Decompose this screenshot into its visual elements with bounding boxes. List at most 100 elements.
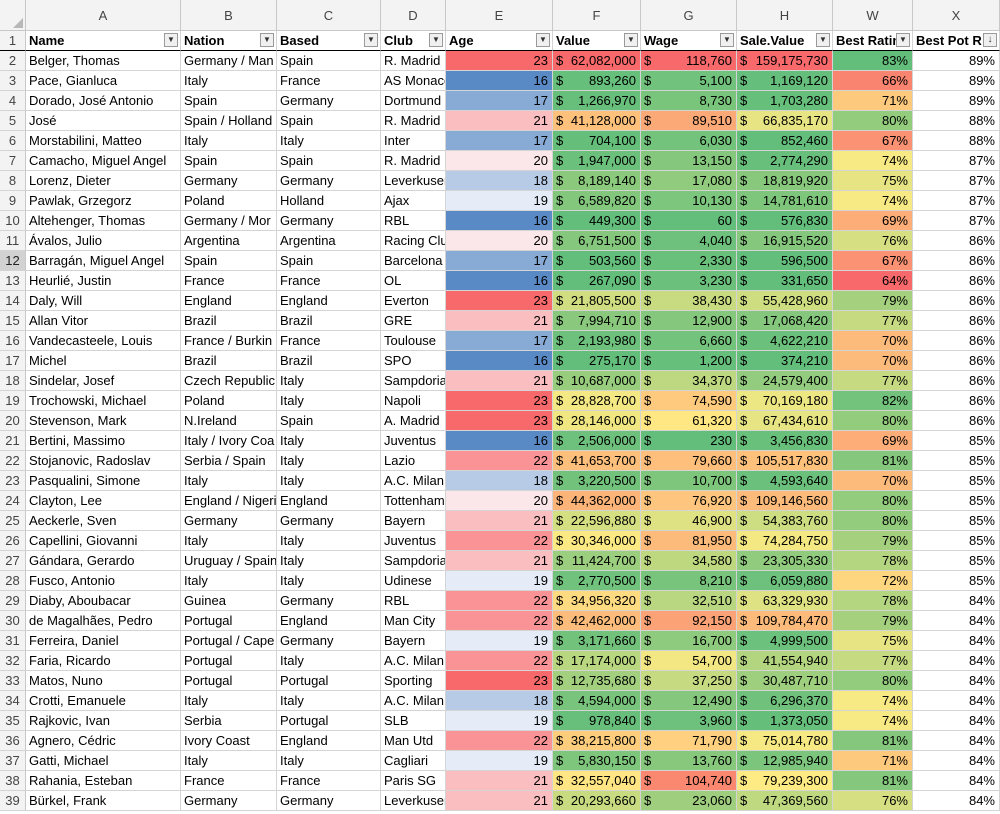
row-header[interactable]: 34 [0,691,26,711]
cell-sale[interactable]: $3,456,830 [737,431,833,451]
cell-br[interactable]: 79% [833,611,913,631]
row-header[interactable]: 18 [0,371,26,391]
row-header[interactable]: 17 [0,351,26,371]
cell-value[interactable]: $704,100 [553,131,641,151]
cell-based[interactable]: Holland [277,191,381,211]
row-header[interactable]: 20 [0,411,26,431]
cell-wage[interactable]: $76,920 [641,491,737,511]
cell-br[interactable]: 83% [833,51,913,71]
cell-sale[interactable]: $374,210 [737,351,833,371]
cell-wage[interactable]: $23,060 [641,791,737,811]
cell-based[interactable]: Italy [277,571,381,591]
cell-based[interactable]: Italy [277,651,381,671]
cell-wage[interactable]: $17,080 [641,171,737,191]
cell-sale[interactable]: $79,239,300 [737,771,833,791]
cell-sale[interactable]: $1,373,050 [737,711,833,731]
cell-based[interactable]: England [277,731,381,751]
cell-bp[interactable]: 84% [913,651,1000,671]
cell-wage[interactable]: $10,700 [641,471,737,491]
column-header-E[interactable]: E [446,0,553,31]
cell-wage[interactable]: $12,490 [641,691,737,711]
cell-wage[interactable]: $13,150 [641,151,737,171]
cell-nation[interactable]: Italy [181,471,277,491]
cell-based[interactable]: Germany [277,171,381,191]
cell-based[interactable]: Spain [277,51,381,71]
cell-club[interactable]: Juventus [381,431,446,451]
cell-sale[interactable]: $66,835,170 [737,111,833,131]
cell-age[interactable]: 19 [446,571,553,591]
row-header[interactable]: 8 [0,171,26,191]
cell-br[interactable]: 75% [833,171,913,191]
cell-nation[interactable]: Brazil [181,351,277,371]
cell-br[interactable]: 74% [833,151,913,171]
column-header-C[interactable]: C [277,0,381,31]
row-header[interactable]: 25 [0,511,26,531]
cell-bp[interactable]: 85% [913,451,1000,471]
cell-nation[interactable]: Serbia [181,711,277,731]
cell-br[interactable]: 74% [833,711,913,731]
cell-nation[interactable]: Argentina [181,231,277,251]
cell-br[interactable]: 66% [833,71,913,91]
row-header[interactable]: 39 [0,791,26,811]
cell-name[interactable]: Stojanovic, Radoslav [26,451,181,471]
cell-age[interactable]: 16 [446,271,553,291]
cell-br[interactable]: 70% [833,471,913,491]
cell-sale[interactable]: $17,068,420 [737,311,833,331]
cell-wage[interactable]: $3,960 [641,711,737,731]
row-header[interactable]: 16 [0,331,26,351]
cell-age[interactable]: 22 [446,591,553,611]
cell-name[interactable]: Heurlié, Justin [26,271,181,291]
cell-wage[interactable]: $8,210 [641,571,737,591]
cell-based[interactable]: Argentina [277,231,381,251]
cell-age[interactable]: 20 [446,491,553,511]
cell-sale[interactable]: $18,819,920 [737,171,833,191]
cell-based[interactable]: France [277,271,381,291]
cell-name[interactable]: Lorenz, Dieter [26,171,181,191]
cell-value[interactable]: $8,189,140 [553,171,641,191]
cell-bp[interactable]: 84% [913,611,1000,631]
cell-br[interactable]: 81% [833,451,913,471]
cell-bp[interactable]: 84% [913,791,1000,811]
cell-based[interactable]: Italy [277,431,381,451]
cell-value[interactable]: $6,751,500 [553,231,641,251]
cell-sale[interactable]: $4,999,500 [737,631,833,651]
cell-nation[interactable]: France [181,771,277,791]
cell-age[interactable]: 21 [446,371,553,391]
cell-br[interactable]: 79% [833,291,913,311]
cell-sale[interactable]: $67,434,610 [737,411,833,431]
cell-bp[interactable]: 89% [913,51,1000,71]
cell-sale[interactable]: $1,169,120 [737,71,833,91]
cell-wage[interactable]: $230 [641,431,737,451]
cell-sale[interactable]: $331,650 [737,271,833,291]
cell-nation[interactable]: Serbia / Spain [181,451,277,471]
row-header[interactable]: 21 [0,431,26,451]
cell-value[interactable]: $503,560 [553,251,641,271]
cell-club[interactable]: Ajax [381,191,446,211]
cell-age[interactable]: 20 [446,231,553,251]
cell-name[interactable]: Pasqualini, Simone [26,471,181,491]
cell-value[interactable]: $12,735,680 [553,671,641,691]
cell-bp[interactable]: 85% [913,431,1000,451]
row-header[interactable]: 7 [0,151,26,171]
cell-name[interactable]: Gándara, Gerardo [26,551,181,571]
cell-club[interactable]: Inter [381,131,446,151]
cell-based[interactable]: France [277,71,381,91]
cell-name[interactable]: Michel [26,351,181,371]
cell-br[interactable]: 69% [833,431,913,451]
cell-nation[interactable]: Germany [181,511,277,531]
row-header[interactable]: 3 [0,71,26,91]
cell-value[interactable]: $44,362,000 [553,491,641,511]
cell-value[interactable]: $978,840 [553,711,641,731]
cell-club[interactable]: Udinese [381,571,446,591]
cell-wage[interactable]: $6,030 [641,131,737,151]
cell-bp[interactable]: 87% [913,211,1000,231]
cell-bp[interactable]: 85% [913,511,1000,531]
cell-wage[interactable]: $89,510 [641,111,737,131]
filter-dropdown-button[interactable]: ▼ [260,33,274,47]
cell-bp[interactable]: 84% [913,671,1000,691]
row-header[interactable]: 2 [0,51,26,71]
cell-wage[interactable]: $46,900 [641,511,737,531]
cell-value[interactable]: $42,462,000 [553,611,641,631]
cell-sale[interactable]: $12,985,940 [737,751,833,771]
cell-bp[interactable]: 84% [913,751,1000,771]
